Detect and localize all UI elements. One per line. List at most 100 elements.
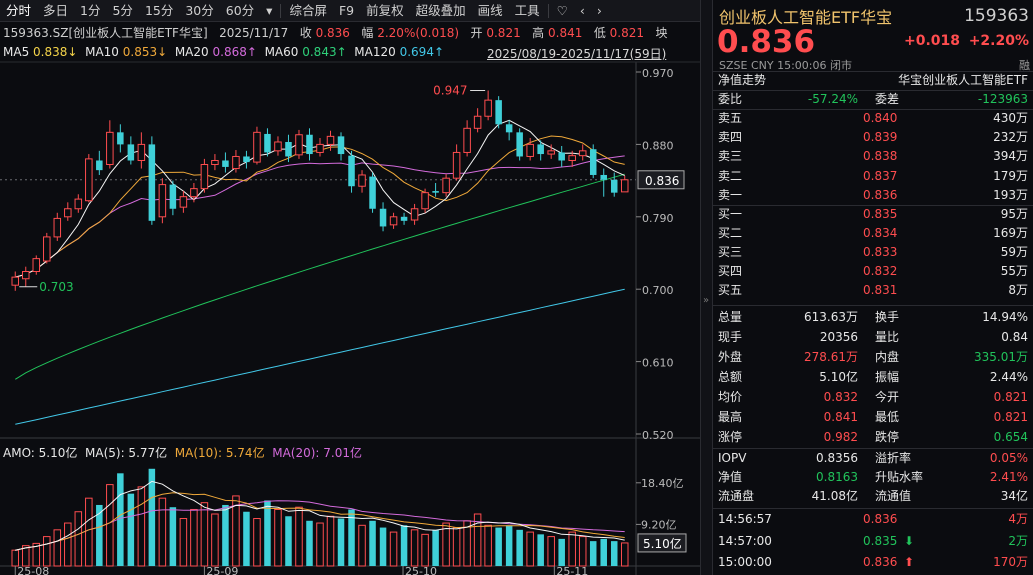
bid-row[interactable]: 买五 0.831 8万	[713, 281, 1033, 300]
volume-bar	[295, 506, 303, 567]
toolbar-item-5[interactable]: 30分	[185, 2, 214, 18]
stat-row[interactable]: 最高 0.841 最低 0.821	[713, 408, 1033, 427]
volume-bar	[516, 529, 523, 566]
volume-bar	[400, 525, 408, 566]
margin-badge: 融	[1019, 59, 1030, 72]
ma60-label: MA60	[264, 45, 299, 59]
toolbar-item-8[interactable]: 综合屏	[289, 2, 327, 18]
stat-row[interactable]: 总额 5.10亿 振幅 2.44%	[713, 368, 1033, 387]
toolbar-item-0[interactable]: 分时	[6, 2, 32, 18]
wb-value: -57.24%	[807, 92, 858, 107]
bid-row[interactable]: 买三 0.833 59万	[713, 243, 1033, 262]
bid-row[interactable]: 买二 0.834 169万	[713, 224, 1033, 243]
date-label: 2025/11/17	[219, 26, 289, 40]
nav-row[interactable]: 净值走势 华宝创业板人工智能ETF	[713, 71, 1033, 90]
volume-bar	[389, 531, 398, 567]
volume-bar	[326, 515, 335, 567]
ma10-label: MA10	[85, 45, 119, 59]
ma120-label: MA120	[354, 45, 396, 59]
stat-label: 换手	[875, 310, 900, 325]
nav-name: 华宝创业板人工智能ETF	[898, 73, 1028, 87]
candle-body	[306, 134, 313, 155]
ma5-label: MA5	[3, 45, 30, 59]
toolbar-item-2[interactable]: 1分	[80, 2, 101, 18]
volume-bar	[22, 545, 30, 567]
toolbar-item-9[interactable]: F9	[338, 2, 355, 18]
close-value: 0.836	[315, 26, 350, 40]
stat-row[interactable]: 外盘 278.61万 内盘 335.01万	[713, 348, 1033, 367]
stat-row[interactable]: 净值 0.8163 升贴水率 2.41%	[713, 468, 1033, 487]
ask-price: 0.837	[863, 168, 898, 183]
tick-row[interactable]: 15:00:00 0.836 ⬆ 170万	[713, 553, 1033, 572]
date-range-selector[interactable]: 2025/08/19-2025/11/17(59日)	[487, 47, 667, 61]
candle-body	[22, 271, 30, 280]
bid-price: 0.834	[863, 225, 898, 240]
candle-body	[379, 208, 387, 227]
stat-label: 总额	[718, 370, 743, 385]
price-axis-label: 0.880	[642, 139, 674, 152]
stat-value: 0.821	[993, 390, 1028, 405]
toolbar-item-16[interactable]: ›	[596, 2, 602, 18]
stat-row[interactable]: 现手 20356 量比 0.84	[713, 328, 1033, 347]
tick-row[interactable]: 14:56:57 0.836 4万	[713, 510, 1033, 529]
chart-area: 分时 多日 1分 5分 15分 30分 60分 ▾ 综合屏 F9 前复权 超级叠加 画线 工具 ♡ ‹ › 15…	[0, 0, 700, 575]
tick-vol: 2万	[1008, 533, 1028, 548]
toolbar-item-4[interactable]: 15分	[144, 2, 174, 18]
toolbar-item-7[interactable]: ▾	[266, 2, 273, 18]
bid-label: 买三	[718, 244, 743, 259]
toolbar-item-13[interactable]: 工具	[514, 2, 540, 18]
ask-price: 0.838	[863, 149, 898, 164]
chevron-right-icon[interactable]: »	[703, 295, 710, 306]
ratio-row[interactable]: 委比 -57.24% 委差 -123963	[713, 90, 1033, 109]
toolbar-item-1[interactable]: 多日	[43, 2, 69, 18]
ask-row[interactable]: 卖一 0.836 193万	[713, 186, 1033, 205]
stat-row[interactable]: IOPV 0.8356 溢折率 0.05%	[713, 449, 1033, 468]
stat-row[interactable]: 总量 613.63万 换手 14.94%	[713, 308, 1033, 327]
ma5-value: 0.838↓	[33, 45, 78, 59]
candle-body	[516, 132, 523, 157]
ma20-line	[15, 155, 625, 278]
bid-row[interactable]: 买四 0.832 55万	[713, 262, 1033, 281]
bid-label: 买四	[718, 264, 743, 278]
volume-bar	[537, 534, 544, 566]
toolbar-item-6[interactable]: 60分	[225, 2, 255, 18]
high-annotation: 0.947	[433, 84, 467, 98]
candle-body	[568, 155, 576, 161]
bid-row[interactable]: 买一 0.835 95万	[713, 205, 1033, 224]
ask-row[interactable]: 卖三 0.838 394万	[713, 147, 1033, 166]
volume-bar	[32, 542, 41, 567]
stat-label: 涨停	[718, 430, 743, 445]
bid-vol: 169万	[993, 225, 1028, 240]
ask-row[interactable]: 卖五 0.840 430万	[713, 109, 1033, 128]
volume-bar	[473, 513, 482, 567]
stat-value: 613.63万	[804, 310, 858, 325]
open-value: 0.821	[486, 26, 521, 40]
toolbar-item-15[interactable]: ‹	[579, 2, 585, 18]
ask-row[interactable]: 卖四 0.839 232万	[713, 128, 1033, 147]
vol-ma20-line	[15, 500, 625, 551]
stat-row[interactable]: 均价 0.832 今开 0.821	[713, 388, 1033, 407]
candle-body	[43, 236, 51, 262]
ma60-value: 0.843↑	[302, 45, 347, 59]
volume-bar	[337, 518, 345, 566]
toolbar-item-3[interactable]: 5分	[112, 2, 133, 18]
toolbar-item-11[interactable]: 超级叠加	[415, 2, 466, 18]
tick-row[interactable]: 14:57:00 0.835 ⬇ 2万	[713, 532, 1033, 551]
stat-row[interactable]: 流通盘 41.08亿 流通值 34亿	[713, 487, 1033, 506]
volume-bar	[74, 511, 83, 567]
volume-bar	[578, 536, 587, 567]
stat-label: 最低	[875, 410, 900, 425]
candle-body	[610, 179, 618, 193]
wc-value: -123963	[977, 92, 1028, 107]
candle-body	[190, 188, 198, 198]
ask-row[interactable]: 卖二 0.837 179万	[713, 167, 1033, 186]
panel-splitter[interactable]: »	[700, 0, 713, 575]
toolbar-item-12[interactable]: 画线	[477, 2, 503, 18]
toolbar-item-14[interactable]: ♡	[556, 2, 568, 18]
stat-value: 34亿	[1000, 489, 1028, 504]
vol-ma5: MA(5): 5.77亿	[85, 446, 168, 460]
toolbar-item-10[interactable]: 前复权	[366, 2, 404, 18]
stat-row[interactable]: 涨停 0.982 跌停 0.654	[713, 428, 1033, 447]
divider	[713, 71, 1033, 72]
tick-vol: 170万	[993, 555, 1028, 570]
